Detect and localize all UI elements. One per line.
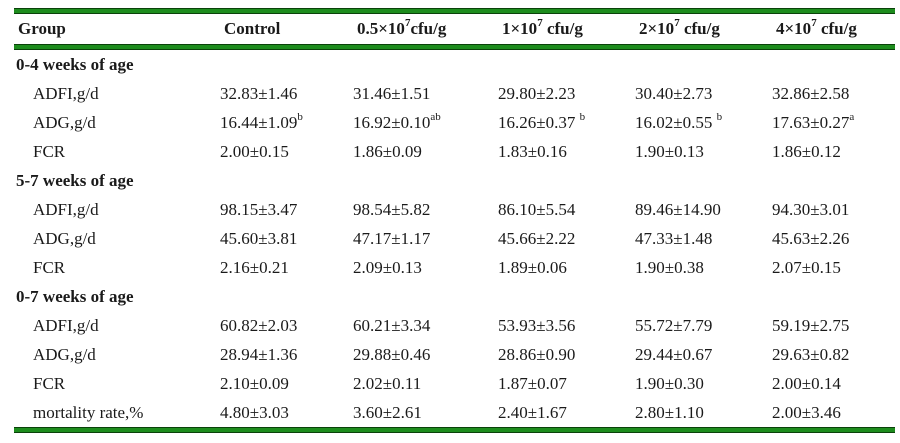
value-cell: 2.00±0.15	[220, 142, 289, 161]
value-cell: 28.94±1.36	[220, 345, 298, 364]
value-cell: 2.02±0.11	[353, 374, 422, 393]
table-top-rule	[14, 8, 895, 14]
row-label: ADFI,g/d	[33, 316, 99, 335]
value-cell: 45.66±2.22	[498, 229, 576, 248]
value-cell: 47.17±1.17	[353, 229, 431, 248]
value-cell: 29.44±0.67	[635, 345, 713, 364]
row-label: FCR	[33, 258, 66, 277]
value-cell: 16.44±1.09b	[220, 111, 303, 132]
value-cell: 30.40±2.73	[635, 84, 713, 103]
table-row: FCR 2.00±0.15 1.86±0.09 1.83±0.16 1.90±0.13 1…	[14, 137, 895, 166]
table-row: mortality rate,% 4.80±3.03 3.60±2.61 2.40±1…	[14, 398, 895, 427]
table-row: ADFI,g/d 98.15±3.47 98.54±5.82 86.10±5.54 89…	[14, 195, 895, 224]
value-cell: 4.80±3.03	[220, 403, 289, 422]
treatment-column-header: 1×107 cfu/g	[502, 17, 583, 38]
value-cell: 1.87±0.07	[498, 374, 567, 393]
value-cell: 1.83±0.16	[498, 142, 567, 161]
significance-superscript: ab	[430, 111, 441, 124]
value-cell: 2.09±0.13	[353, 258, 422, 277]
table-row: ADG,g/d 28.94±1.36 29.88±0.46 28.86±0.90 29.…	[14, 340, 895, 369]
table-figure: Group Control 0.5×107cfu/g 1×107 cfu/g 2×107…	[14, 8, 895, 433]
significance-superscript: 7	[537, 17, 543, 30]
value-cell: 1.86±0.12	[772, 142, 841, 161]
section-title: 5-7 weeks of age	[16, 171, 134, 190]
value-cell: 60.21±3.34	[353, 316, 431, 335]
value-cell: 2.40±1.67	[498, 403, 567, 422]
value-cell: 86.10±5.54	[498, 200, 576, 219]
value-cell: 60.82±2.03	[220, 316, 298, 335]
value-cell: 98.54±5.82	[353, 200, 431, 219]
row-label: ADFI,g/d	[33, 84, 99, 103]
value-cell: 29.80±2.23	[498, 84, 576, 103]
table-body: 0-4 weeks of age ADFI,g/d 32.83±1.46 31.46±…	[14, 50, 895, 427]
value-cell: 16.02±0.55 b	[635, 111, 723, 132]
value-cell: 29.88±0.46	[353, 345, 431, 364]
row-label: ADG,g/d	[33, 345, 96, 364]
significance-superscript: b	[579, 111, 586, 124]
section-title-row: 0-7 weeks of age	[14, 282, 895, 311]
value-cell: 32.83±1.46	[220, 84, 298, 103]
value-cell: 2.00±0.14	[772, 374, 841, 393]
value-cell: 3.60±2.61	[353, 403, 422, 422]
value-cell: 2.80±1.10	[635, 403, 704, 422]
value-cell: 1.90±0.30	[635, 374, 704, 393]
value-cell: 2.10±0.09	[220, 374, 289, 393]
value-cell: 28.86±0.90	[498, 345, 576, 364]
row-label: ADFI,g/d	[33, 200, 99, 219]
table-row: ADFI,g/d 60.82±2.03 60.21±3.34 53.93±3.56 55…	[14, 311, 895, 340]
significance-superscript: a	[849, 111, 855, 124]
significance-superscript: 7	[404, 17, 411, 30]
header-row: Group Control 0.5×107cfu/g 1×107 cfu/g 2×107…	[14, 14, 895, 44]
value-cell: 31.46±1.51	[353, 84, 431, 103]
table-row: FCR 2.10±0.09 2.02±0.11 1.87±0.07 1.90±0.30 2…	[14, 369, 895, 398]
table-bottom-rule	[14, 427, 895, 433]
value-cell: 45.60±3.81	[220, 229, 298, 248]
value-cell: 2.16±0.21	[220, 258, 289, 277]
row-label: mortality rate,%	[33, 403, 144, 422]
value-cell: 94.30±3.01	[772, 200, 850, 219]
row-label: ADG,g/d	[33, 229, 96, 248]
value-cell: 1.90±0.38	[635, 258, 704, 277]
group-column-header: Group	[18, 19, 66, 38]
row-label: FCR	[33, 142, 66, 161]
treatment-column-header: 2×107 cfu/g	[639, 17, 720, 38]
table-row: ADG,g/d 16.44±1.09b 16.92±0.10ab 16.26±0.37…	[14, 108, 895, 137]
table-header-rule	[14, 44, 895, 50]
value-cell: 1.89±0.06	[498, 258, 567, 277]
row-label: FCR	[33, 374, 66, 393]
significance-superscript: b	[716, 111, 723, 124]
treatment-column-header: 0.5×107cfu/g	[357, 17, 447, 38]
value-cell: 16.26±0.37 b	[498, 111, 586, 132]
significance-superscript: 7	[674, 17, 680, 30]
table-row: FCR 2.16±0.21 2.09±0.13 1.89±0.06 1.90±0.38 2…	[14, 253, 895, 282]
table-row: ADG,g/d 45.60±3.81 47.17±1.17 45.66±2.22 47.…	[14, 224, 895, 253]
value-cell: 89.46±14.90	[635, 200, 721, 219]
value-cell: 59.19±2.75	[772, 316, 850, 335]
section-title-row: 5-7 weeks of age	[14, 166, 895, 195]
section-title-row: 0-4 weeks of age	[14, 50, 895, 79]
table-header: Group Control 0.5×107cfu/g 1×107 cfu/g 2×107…	[14, 14, 895, 44]
value-cell: 17.63±0.27a	[772, 111, 855, 132]
section-title: 0-4 weeks of age	[16, 55, 134, 74]
value-cell: 55.72±7.79	[635, 316, 713, 335]
significance-superscript: 7	[811, 17, 817, 30]
value-cell: 45.63±2.26	[772, 229, 850, 248]
value-cell: 1.86±0.09	[353, 142, 422, 161]
value-cell: 29.63±0.82	[772, 345, 850, 364]
value-cell: 1.90±0.13	[635, 142, 704, 161]
significance-superscript: b	[297, 111, 303, 124]
section-title: 0-7 weeks of age	[16, 287, 134, 306]
value-cell: 98.15±3.47	[220, 200, 298, 219]
treatment-column-header: Control	[224, 19, 281, 38]
value-cell: 2.00±3.46	[772, 403, 841, 422]
value-cell: 2.07±0.15	[772, 258, 841, 277]
row-label: ADG,g/d	[33, 113, 96, 132]
value-cell: 47.33±1.48	[635, 229, 713, 248]
value-cell: 53.93±3.56	[498, 316, 576, 335]
value-cell: 16.92±0.10ab	[353, 111, 441, 132]
value-cell: 32.86±2.58	[772, 84, 850, 103]
table-row: ADFI,g/d 32.83±1.46 31.46±1.51 29.80±2.23 30…	[14, 79, 895, 108]
treatment-column-header: 4×107 cfu/g	[776, 17, 857, 38]
